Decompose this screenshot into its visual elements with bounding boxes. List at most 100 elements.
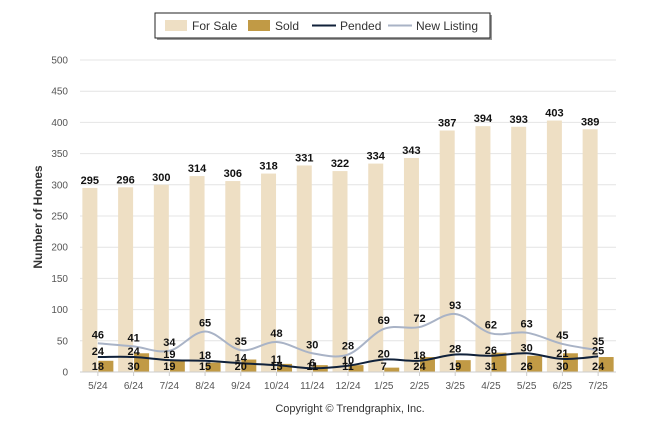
sold-value-label: 30 (127, 361, 139, 373)
new-listing-value-label: 65 (199, 317, 211, 329)
bars (82, 120, 614, 372)
pended-value-label: 6 (309, 357, 315, 369)
sold-value-label: 26 (521, 361, 533, 373)
legend-label: For Sale (192, 19, 238, 33)
pended-value-label: 14 (235, 352, 248, 364)
y-tick-label: 100 (51, 305, 68, 316)
sold-value-label: 24 (592, 361, 605, 373)
new-listing-value-label: 28 (342, 341, 354, 353)
line-pended (97, 352, 599, 370)
pended-value-label: 19 (163, 349, 175, 361)
y-tick-label: 250 (51, 212, 68, 223)
x-tick-label: 6/24 (124, 381, 144, 392)
x-tick-label: 3/25 (445, 381, 465, 392)
sold-value-label: 11 (306, 361, 318, 373)
x-tick-label: 4/25 (481, 381, 501, 392)
new-listing-value-label: 45 (556, 330, 568, 342)
new-listing-value-label: 30 (306, 339, 318, 351)
for-sale-value-label: 322 (331, 158, 349, 170)
new-listing-value-label: 46 (92, 329, 104, 341)
y-tick-label: 0 (62, 368, 68, 379)
bar-sold (277, 363, 293, 372)
y-tick-label: 200 (51, 243, 68, 254)
for-sale-value-label: 334 (367, 151, 386, 163)
bar-for-sale (189, 176, 205, 372)
bar-sold (527, 355, 543, 372)
for-sale-value-label: 403 (545, 108, 563, 120)
new-listing-value-label: 35 (592, 336, 604, 348)
for-sale-value-label: 314 (188, 163, 207, 175)
for-sale-value-label: 300 (152, 172, 170, 184)
for-sale-value-label: 389 (581, 116, 599, 128)
legend-label: Pended (340, 19, 381, 33)
x-tick-label: 2/25 (410, 381, 430, 392)
bar-for-sale (296, 165, 312, 372)
new-listing-value-label: 62 (485, 319, 497, 331)
pended-value-label: 18 (413, 350, 425, 362)
pended-value-label: 30 (521, 342, 533, 354)
x-tick-label: 7/24 (160, 381, 180, 392)
new-listing-value-label: 48 (270, 328, 282, 340)
bar-for-sale (225, 181, 241, 372)
bar-sold (169, 360, 185, 372)
new-listing-value-label: 63 (521, 319, 533, 331)
lines (97, 312, 599, 370)
for-sale-value-label: 318 (259, 161, 277, 173)
bar-for-sale (261, 173, 277, 372)
bar-for-sale (118, 187, 134, 372)
copyright-text: Copyright © Trendgraphix, Inc. (275, 403, 424, 415)
pended-value-label: 18 (199, 350, 211, 362)
bar-sold (98, 360, 114, 372)
y-axis-ticks: 0 50 100 150 200 250 300 350 400 450 500 (51, 56, 68, 379)
pended-value-label: 10 (342, 355, 354, 367)
x-tick-label: 6/25 (553, 381, 573, 392)
pended-value-label: 24 (127, 346, 140, 358)
new-listing-value-label: 35 (235, 336, 247, 348)
pended-value-label: 24 (92, 346, 105, 358)
legend-swatch (248, 20, 270, 31)
line-new-listing (97, 312, 599, 358)
bar-sold (491, 352, 507, 372)
sold-value-label: 15 (199, 361, 211, 373)
x-tick-label: 11/24 (300, 381, 325, 392)
for-sale-value-label: 343 (402, 145, 420, 157)
sold-value-label: 19 (163, 361, 175, 373)
bar-for-sale (82, 187, 98, 372)
x-tick-label: 5/25 (517, 381, 537, 392)
x-tick-label: 8/24 (195, 381, 215, 392)
for-sale-value-label: 295 (81, 175, 99, 187)
new-listing-value-label: 34 (163, 337, 176, 349)
sold-value-label: 11 (342, 361, 354, 373)
x-tick-label: 12/24 (335, 381, 360, 392)
for-sale-value-label: 331 (295, 152, 313, 164)
sold-value-label: 31 (485, 361, 497, 373)
y-axis-title: Number of Homes (31, 165, 45, 269)
bar-for-sale (332, 171, 348, 372)
sold-value-label: 30 (556, 361, 568, 373)
for-sale-value-label: 394 (474, 113, 493, 125)
pended-value-label: 28 (449, 344, 461, 356)
sold-value-label: 13 (270, 361, 282, 373)
for-sale-value-label: 306 (224, 168, 242, 180)
x-tick-label: 7/25 (588, 381, 608, 392)
x-tick-label: 1/25 (374, 381, 394, 392)
pended-value-label: 26 (485, 345, 497, 357)
bar-for-sale (403, 157, 419, 372)
bar-sold (598, 357, 614, 372)
sold-value-label: 20 (235, 361, 247, 373)
y-tick-label: 350 (51, 149, 68, 160)
bar-sold (384, 367, 400, 372)
bar-for-sale (368, 163, 384, 372)
sold-value-label: 24 (413, 361, 426, 373)
bar-for-sale (439, 130, 455, 372)
bar-for-sale (153, 184, 169, 372)
sold-value-label: 19 (449, 361, 461, 373)
sold-value-label: 7 (381, 361, 387, 373)
y-tick-label: 400 (51, 118, 68, 129)
for-sale-value-label: 393 (509, 114, 527, 126)
legend-swatch (165, 20, 187, 31)
y-tick-label: 150 (51, 274, 68, 285)
for-sale-value-label: 296 (116, 174, 134, 186)
